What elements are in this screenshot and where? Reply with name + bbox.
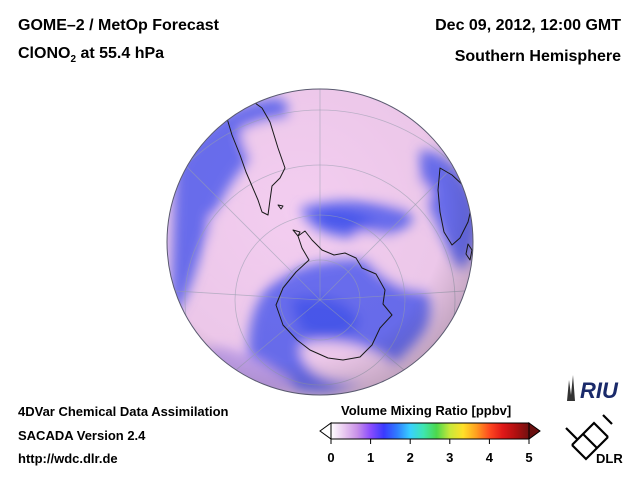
colorbar-tick-label: 5 [525,450,533,465]
footer-assimilation: 4DVar Chemical Data Assimilation [18,404,229,419]
riu-logo: RIU [567,375,619,403]
globe-shading [167,89,473,395]
hemisphere-label: Southern Hemisphere [454,48,621,65]
colorbar-tick-label: 1 [366,450,375,465]
title-species: ClONO2 at 55.4 hPa [18,45,164,65]
species-prefix: ClONO [18,45,71,62]
colorbar-title: Volume Mixing Ratio [ppbv] [341,403,512,418]
footer-url[interactable]: http://wdc.dlr.de [18,451,118,466]
colorbar-tick-label: 0 [327,450,335,465]
vmr-field [167,89,473,395]
forecast-datetime: Dec 09, 2012, 12:00 GMT [435,17,621,34]
colorbar-tick-label: 2 [406,450,414,465]
colorbar-tick-label: 4 [485,450,494,465]
species-suffix: at 55.4 hPa [76,45,165,62]
species-subscript: 2 [70,54,77,66]
globe-outline [166,88,474,396]
footer-version: SACADA Version 2.4 [18,428,146,443]
colorbar-tick-label: 3 [446,450,454,465]
dlr-logo-text: DLR [596,451,623,466]
colorbar-ticks [330,439,530,444]
title-instrument: GOME–2 / MetOp Forecast [18,17,219,34]
dlr-logo: DLR [565,414,623,466]
colorbar-max-arrow [528,422,541,440]
riu-logo-text: RIU [580,378,619,403]
